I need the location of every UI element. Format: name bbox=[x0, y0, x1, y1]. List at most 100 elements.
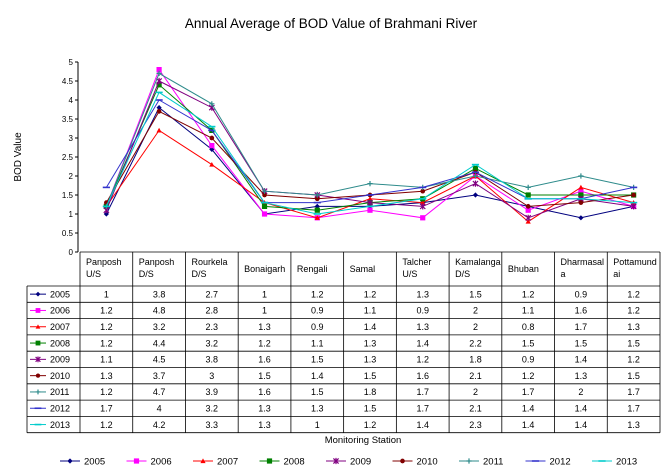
table-row-year: 2006 bbox=[50, 306, 70, 316]
x-tick-label: Talcher U/S bbox=[402, 257, 431, 279]
table-cell-value: 1.4 bbox=[575, 420, 588, 430]
legend-key-marker bbox=[67, 458, 73, 464]
table-row: 2012 1.7 4 3.2 1.3 1.3 1.5 1.7 2.1 1.4 1.4 1.7 bbox=[30, 403, 640, 413]
table-cell-value: 1.4 bbox=[311, 371, 324, 381]
table-cell-value: 1.6 bbox=[575, 306, 588, 316]
x-axis-label: Monitoring Station bbox=[325, 435, 402, 446]
legend-label: 2013 bbox=[616, 456, 637, 467]
data-point bbox=[578, 188, 584, 194]
data-point bbox=[367, 181, 373, 187]
data-point bbox=[156, 67, 162, 73]
table-cell-value: 4.5 bbox=[153, 355, 166, 365]
table-cell-value: 2 bbox=[473, 322, 478, 332]
table-cell-value: 1.4 bbox=[364, 322, 377, 332]
series-2011 bbox=[103, 70, 637, 209]
data-point bbox=[314, 207, 320, 213]
table-cell-value: 1.5 bbox=[627, 338, 640, 348]
legend-key-marker bbox=[200, 458, 206, 464]
data-point bbox=[314, 192, 320, 198]
table-cell-value: 1.2 bbox=[522, 289, 535, 299]
y-tick-label: 2 bbox=[69, 172, 74, 181]
table-cell-value: 1.3 bbox=[100, 371, 113, 381]
legend-key-marker bbox=[400, 458, 405, 464]
table-cell-value: 1.1 bbox=[364, 306, 377, 316]
table-row-key-marker bbox=[35, 389, 41, 395]
legend-item-2005: 2005 bbox=[60, 456, 105, 467]
x-tick-label: Samal bbox=[350, 264, 376, 274]
table-cell-value: 3.3 bbox=[206, 420, 219, 430]
data-point bbox=[156, 109, 162, 114]
legend-label: 2006 bbox=[151, 456, 172, 467]
legend-item-2010: 2010 bbox=[392, 456, 438, 467]
table-cell-value: 2.3 bbox=[469, 420, 482, 430]
x-tick-label: Bonaigarh bbox=[244, 264, 285, 274]
data-point bbox=[419, 203, 426, 210]
data-point bbox=[156, 77, 163, 85]
y-tick-label: 0.5 bbox=[62, 229, 74, 238]
table-cell-value: 2.1 bbox=[469, 371, 482, 381]
legend-label: 2011 bbox=[483, 456, 503, 467]
table-row: 2007 1.2 3.2 2.3 1.3 0.9 1.4 1.3 2 0.8 1.7 1.3 bbox=[30, 322, 640, 332]
table-cell-value: 1.8 bbox=[469, 355, 482, 365]
series-2010 bbox=[104, 109, 636, 209]
table-cell-value: 1.2 bbox=[364, 289, 377, 299]
data-point bbox=[631, 192, 636, 198]
table-cell-value: 1.7 bbox=[416, 387, 429, 397]
table-row: 2013 1.2 4.2 3.3 1.3 1 1.2 1.4 2.3 1.4 1.4 1.3 bbox=[30, 420, 640, 430]
table-cell-value: 1.5 bbox=[469, 289, 482, 299]
table-cell-value: 1.3 bbox=[627, 420, 640, 430]
table-row: 2010 1.3 3.7 3 1.5 1.4 1.5 1.6 2.1 1.2 1.3 1.5 bbox=[30, 371, 640, 381]
table-cell-value: 3.8 bbox=[206, 355, 219, 365]
data-point bbox=[420, 188, 426, 194]
data-point bbox=[578, 200, 584, 205]
table-cell-value: 1.6 bbox=[258, 355, 271, 365]
data-point bbox=[472, 165, 479, 171]
table-cell-value: 4.2 bbox=[153, 420, 166, 430]
table-cell-value: 1.3 bbox=[364, 355, 377, 365]
table-row: 2009 1.1 4.5 3.8 1.6 1.5 1.3 1.2 1.8 0.9 1.4 1.2 bbox=[30, 355, 640, 365]
table-cell-value: 1.3 bbox=[416, 289, 429, 299]
table-cell-value: 1.2 bbox=[364, 420, 377, 430]
table-row-year: 2012 bbox=[50, 403, 70, 413]
table-cell-value: 2 bbox=[473, 306, 478, 316]
table-cell-value: 1.5 bbox=[364, 371, 377, 381]
table-cell-value: 1 bbox=[104, 289, 109, 299]
x-tick-label: Bhuban bbox=[508, 264, 539, 274]
table-cell-value: 1.2 bbox=[100, 387, 113, 397]
table-cell-value: 2.7 bbox=[206, 289, 219, 299]
data-point bbox=[156, 127, 162, 133]
data-point bbox=[420, 200, 426, 205]
table-row-year: 2009 bbox=[50, 355, 70, 365]
table-cell-value: 0.9 bbox=[311, 306, 324, 316]
table-cell-value: 1.7 bbox=[575, 322, 588, 332]
table-cell-value: 1.2 bbox=[627, 306, 640, 316]
table-cell-value: 1.6 bbox=[416, 371, 429, 381]
table-cell-value: 4.4 bbox=[153, 338, 166, 348]
table-cell-value: 1.3 bbox=[258, 420, 271, 430]
legend-key-marker bbox=[133, 458, 140, 464]
series-line-2011 bbox=[105, 72, 634, 207]
table-row-key-marker bbox=[35, 291, 41, 297]
data-point bbox=[314, 196, 320, 202]
table-cell-value: 1.3 bbox=[364, 338, 377, 348]
table-row: 2005 1 3.8 2.7 1 1.2 1.2 1.3 1.5 1.2 0.9 1.2 bbox=[30, 289, 640, 299]
table-cell-value: 1.5 bbox=[627, 371, 640, 381]
table-cell-value: 2.1 bbox=[469, 403, 482, 413]
table-cell-value: 4.8 bbox=[153, 306, 166, 316]
table-cell-value: 1.5 bbox=[575, 338, 588, 348]
table-cell-value: 1.5 bbox=[258, 371, 271, 381]
data-point bbox=[209, 135, 215, 141]
legend-label: 2009 bbox=[350, 456, 371, 467]
table-row: 2006 1.2 4.8 2.8 1 0.9 1.1 0.9 2 1.1 1.6 1.2 bbox=[30, 306, 640, 316]
table-cell-value: 2 bbox=[578, 387, 583, 397]
table-cell-value: 1.8 bbox=[364, 387, 377, 397]
table-cell-value: 1.4 bbox=[575, 403, 588, 413]
legend-item-2006: 2006 bbox=[126, 456, 172, 467]
table-cell-value: 1.7 bbox=[627, 387, 640, 397]
series-2012 bbox=[102, 99, 638, 204]
legend-label: 2008 bbox=[284, 456, 305, 467]
table-cell-value: 1.5 bbox=[311, 355, 324, 365]
data-point bbox=[472, 180, 479, 187]
table-row-key-marker bbox=[35, 308, 41, 313]
data-point bbox=[525, 219, 531, 224]
